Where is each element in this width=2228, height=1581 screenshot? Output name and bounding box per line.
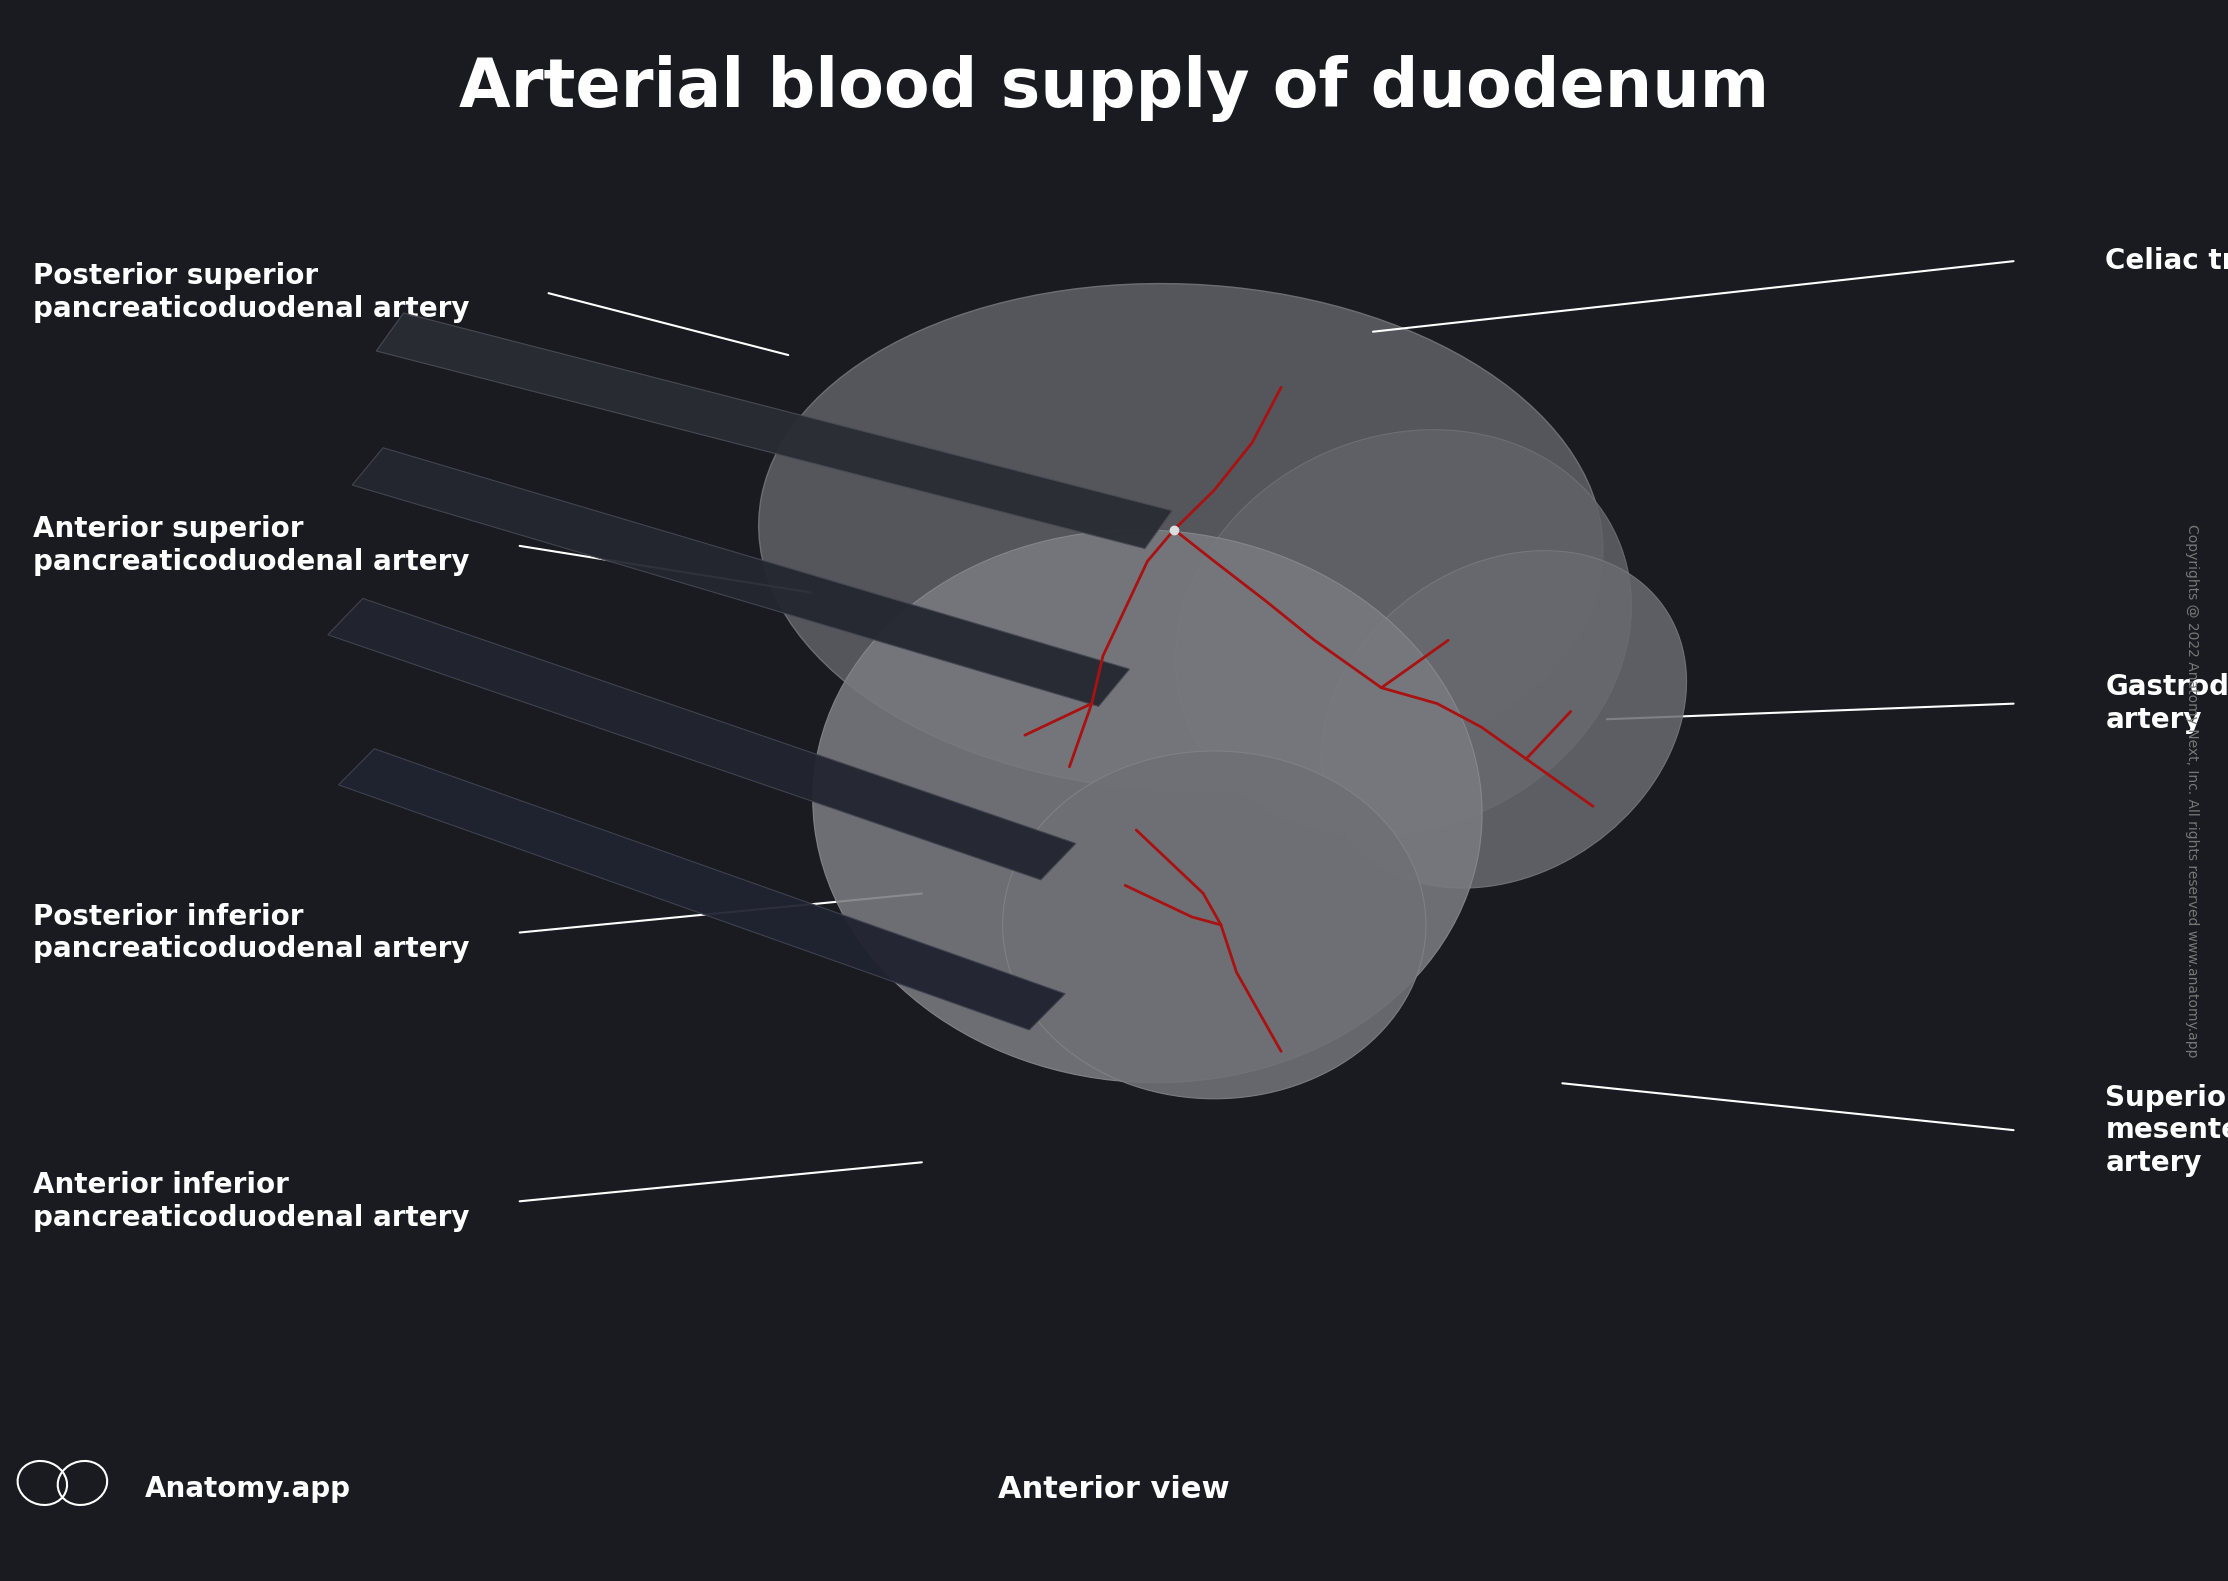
Text: Arterial blood supply of duodenum: Arterial blood supply of duodenum — [459, 55, 1769, 122]
Polygon shape — [328, 599, 1076, 879]
Ellipse shape — [760, 283, 1602, 792]
Polygon shape — [339, 749, 1065, 1029]
Polygon shape — [352, 447, 1130, 707]
Text: Posterior inferior
pancreaticoduodenal artery: Posterior inferior pancreaticoduodenal a… — [33, 903, 470, 963]
Text: Anterior view: Anterior view — [998, 1475, 1230, 1504]
Text: Posterior superior
pancreaticoduodenal artery: Posterior superior pancreaticoduodenal a… — [33, 262, 470, 323]
Ellipse shape — [1176, 430, 1631, 835]
Text: Anterior superior
pancreaticoduodenal artery: Anterior superior pancreaticoduodenal ar… — [33, 515, 470, 575]
Text: Anatomy.app: Anatomy.app — [145, 1475, 350, 1504]
Text: Copyrights @ 2022 Anatomy Next, Inc. All rights reserved www.anatomy.app: Copyrights @ 2022 Anatomy Next, Inc. All… — [2186, 523, 2199, 1058]
Ellipse shape — [1003, 751, 1426, 1099]
Text: Celiac trunk: Celiac trunk — [2105, 247, 2228, 275]
Text: Anterior inferior
pancreaticoduodenal artery: Anterior inferior pancreaticoduodenal ar… — [33, 1172, 470, 1232]
Text: Gastroduodenal
artery: Gastroduodenal artery — [2105, 674, 2228, 734]
Ellipse shape — [813, 530, 1482, 1083]
Polygon shape — [377, 313, 1172, 549]
Ellipse shape — [1321, 550, 1687, 889]
Text: Superior
mesenteric
artery: Superior mesenteric artery — [2105, 1085, 2228, 1176]
